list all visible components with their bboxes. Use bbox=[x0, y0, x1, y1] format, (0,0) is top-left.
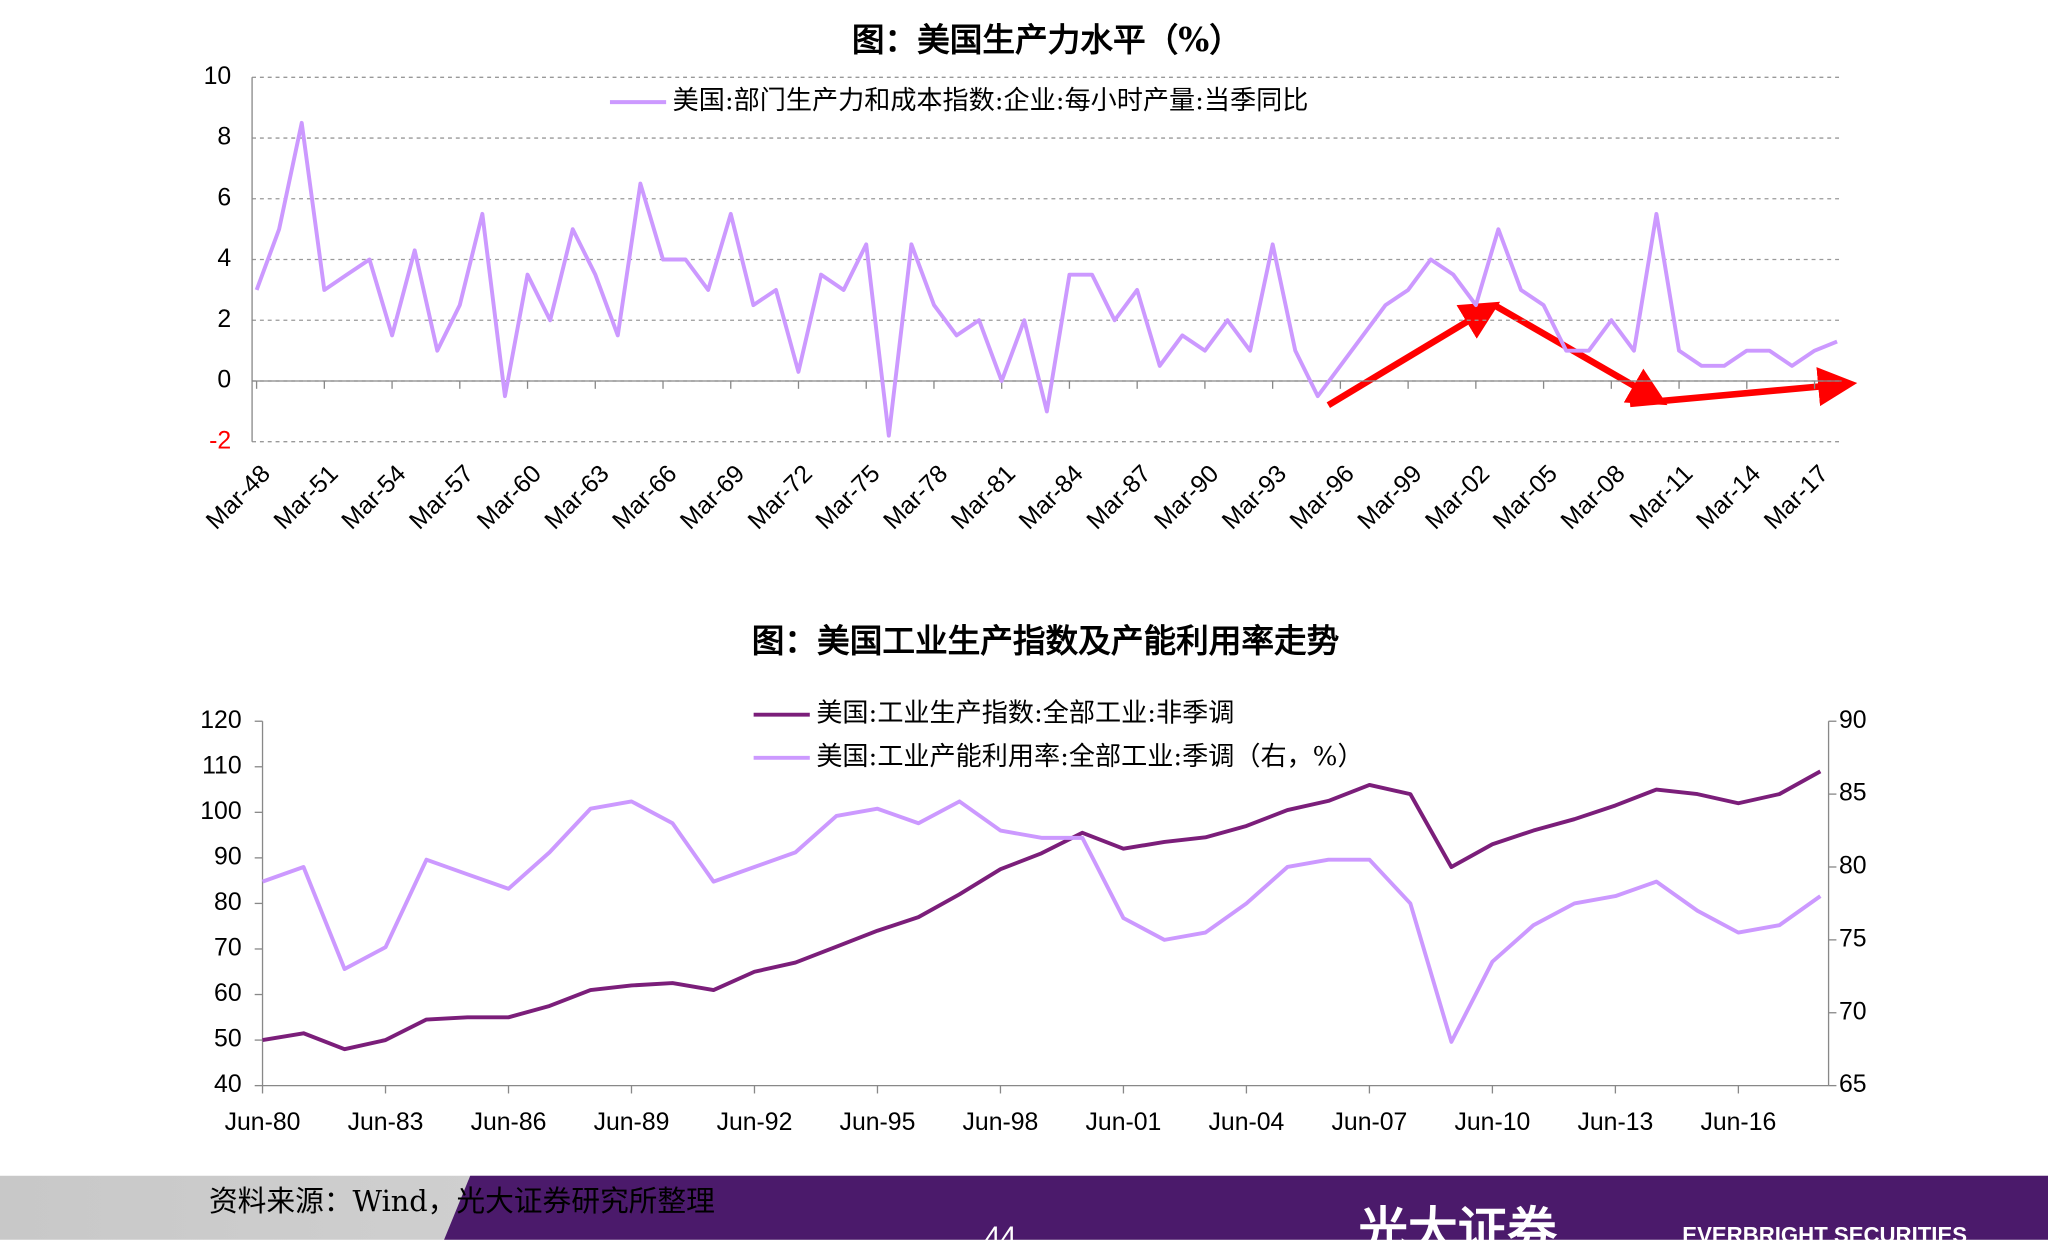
x-tick-label: Mar-99 bbox=[1353, 460, 1428, 535]
x-tick-label: Jun-13 bbox=[1577, 1109, 1653, 1136]
y-tick-label: 8 bbox=[217, 124, 231, 151]
x-tick-label: Jun-89 bbox=[594, 1109, 670, 1136]
y-tick-label: 110 bbox=[202, 752, 242, 779]
x-tick-label: Mar-54 bbox=[337, 460, 412, 535]
y-tick-label: 80 bbox=[214, 889, 242, 916]
x-tick-label: Mar-51 bbox=[269, 460, 344, 535]
x-tick-label: Mar-66 bbox=[608, 460, 683, 535]
y-tick-label: 6 bbox=[217, 184, 231, 211]
x-tick-label: Jun-10 bbox=[1454, 1109, 1530, 1136]
x-tick-label: Mar-14 bbox=[1691, 460, 1766, 535]
x-tick-label: Mar-84 bbox=[1014, 460, 1089, 535]
y-tick-label: 120 bbox=[200, 707, 241, 734]
series-line bbox=[254, 120, 1838, 438]
x-tick-label: Mar-75 bbox=[811, 460, 886, 535]
y2-tick-label: 75 bbox=[1839, 925, 1867, 952]
logo: 光大证券 bbox=[1358, 1201, 1557, 1240]
series-line bbox=[262, 769, 1822, 1052]
x-tick-label: Mar-78 bbox=[879, 460, 954, 535]
x-tick-label: Mar-17 bbox=[1759, 460, 1834, 535]
y-tick-label: 50 bbox=[214, 1026, 242, 1053]
x-tick-label: Mar-93 bbox=[1217, 460, 1292, 535]
footer: 资料来源：Wind，光大证券研究所整理 44 光大证券 EVERBRIGHT S… bbox=[0, 1175, 2048, 1240]
x-tick-label: Mar-05 bbox=[1488, 460, 1563, 535]
chart-title: 图：美国工业生产指数及产能利用率走势 bbox=[752, 621, 1340, 660]
x-tick-label: Jun-80 bbox=[225, 1109, 301, 1136]
x-tick-label: Mar-11 bbox=[1625, 460, 1698, 533]
x-tick-label: Jun-07 bbox=[1332, 1109, 1408, 1136]
x-tick-label: Mar-60 bbox=[472, 460, 547, 535]
x-tick-label: Jun-16 bbox=[1700, 1109, 1776, 1136]
x-tick-label: Mar-96 bbox=[1285, 460, 1360, 535]
y2-tick-label: 70 bbox=[1839, 998, 1867, 1025]
y-tick-label: 40 bbox=[214, 1071, 242, 1098]
x-tick-label: Mar-69 bbox=[675, 460, 750, 535]
y-tick-label: 2 bbox=[217, 306, 231, 333]
x-tick-label: Jun-98 bbox=[963, 1109, 1039, 1136]
x-tick-label: Jun-92 bbox=[717, 1109, 793, 1136]
x-tick-label: Mar-08 bbox=[1556, 460, 1631, 535]
legend-label: 美国:工业生产指数:全部工业:非季调 bbox=[816, 699, 1234, 729]
x-tick-label: Jun-95 bbox=[840, 1109, 916, 1136]
x-tick-label: Jun-83 bbox=[348, 1109, 424, 1136]
y-tick-label: 10 bbox=[204, 63, 232, 90]
x-tick-label: Mar-72 bbox=[743, 460, 818, 535]
x-tick-label: Mar-87 bbox=[1082, 460, 1157, 535]
x-tick-label: Jun-86 bbox=[471, 1109, 547, 1136]
y2-tick-label: 80 bbox=[1839, 853, 1867, 880]
x-tick-label: Mar-57 bbox=[404, 460, 479, 535]
legend-label: 美国:工业产能利用率:全部工业:季调（右，%） bbox=[816, 742, 1363, 772]
x-tick-label: Jun-01 bbox=[1086, 1109, 1162, 1136]
x-tick-label: Jun-04 bbox=[1209, 1109, 1285, 1136]
y2-tick-label: 65 bbox=[1839, 1071, 1867, 1098]
y-tick-label: 60 bbox=[214, 980, 242, 1007]
y-tick-label: -2 bbox=[209, 427, 231, 454]
y2-tick-label: 90 bbox=[1839, 707, 1867, 734]
x-tick-label: Mar-63 bbox=[540, 460, 615, 535]
y-tick-label: 4 bbox=[217, 245, 231, 272]
page-number: 44 bbox=[985, 1221, 1017, 1240]
logo-en: EVERBRIGHT SECURITIES bbox=[1682, 1222, 1967, 1240]
source: 资料来源：Wind，光大证券研究所整理 bbox=[209, 1184, 715, 1218]
chart-title: 图：美国生产力水平（%） bbox=[852, 20, 1242, 59]
series-line bbox=[261, 799, 1822, 1044]
legend-label: 美国:部门生产力和成本指数:企业:每小时产量:当季同比 bbox=[673, 86, 1309, 116]
y2-tick-label: 85 bbox=[1839, 780, 1867, 807]
y-tick-label: 100 bbox=[200, 798, 241, 825]
x-tick-label: Mar-81 bbox=[946, 460, 1021, 535]
x-tick-label: Mar-90 bbox=[1150, 460, 1225, 535]
x-tick-label: Mar-02 bbox=[1421, 460, 1496, 535]
x-tick-label: Mar-48 bbox=[201, 460, 276, 535]
y-tick-label: 70 bbox=[214, 935, 242, 962]
y-tick-label: 0 bbox=[217, 367, 231, 394]
y-tick-label: 90 bbox=[214, 843, 242, 870]
